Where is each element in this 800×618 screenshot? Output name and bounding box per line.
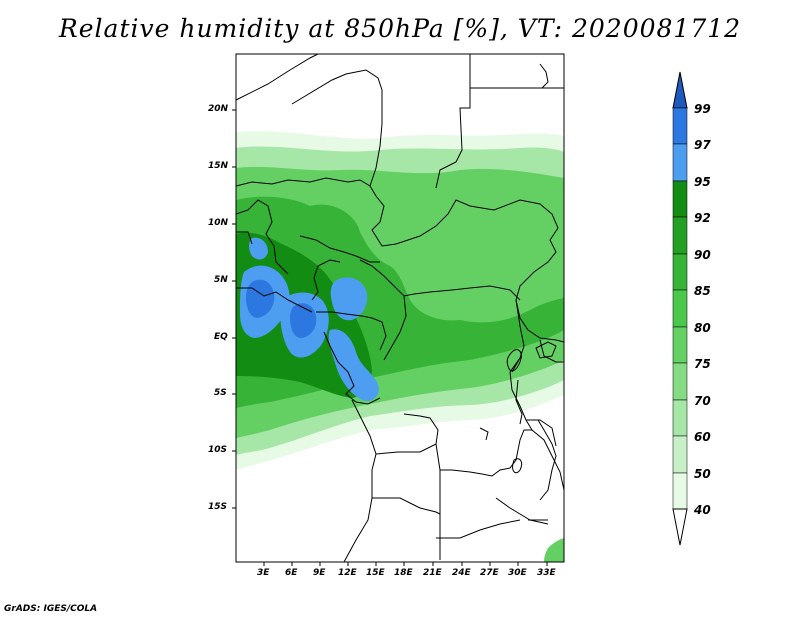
colorbar-label-90: 90	[694, 248, 711, 262]
colorbar-label-85: 85	[694, 284, 711, 298]
lon-label-6e: 6E	[285, 568, 298, 578]
colorbar-box-92-95	[672, 180, 688, 218]
colorbar-label-40: 40	[694, 503, 711, 517]
lat-label-5s: 5S	[214, 388, 227, 398]
lon-label-27e: 27E	[480, 568, 499, 578]
lat-label-5n: 5N	[214, 275, 228, 285]
colorbar-label-97: 97	[694, 138, 711, 152]
lat-label-10n: 10N	[208, 218, 229, 228]
lat-label-10s: 10S	[208, 445, 228, 455]
lakes	[479, 63, 557, 521]
colorbar-label-60: 60	[694, 430, 711, 444]
lon-label-24e: 24E	[452, 568, 471, 578]
colorbar-box-95-97	[672, 143, 688, 182]
humidity-field	[236, 131, 564, 562]
lon-label-21e: 21E	[423, 568, 442, 578]
colorbar-box-70-75	[672, 362, 688, 401]
lat-label-eq: EQ	[214, 332, 228, 342]
lon-label-12e: 12E	[338, 568, 357, 578]
country-borders	[235, 53, 565, 563]
map-title: Relative humidity at 850hPa [%], VT: 202…	[58, 14, 742, 43]
colorbar-box-90-92	[672, 216, 688, 255]
lat-label-15s: 15S	[208, 502, 228, 512]
colorbar-label-50: 50	[694, 467, 711, 481]
lon-label-3e: 3E	[257, 568, 270, 578]
colorbar-label-99: 99	[694, 102, 711, 116]
rh-band-small-se	[544, 538, 564, 562]
colorbar-box-40-50	[672, 472, 688, 510]
colorbar-label-80: 80	[694, 321, 711, 335]
axis-ticks	[232, 109, 548, 566]
colorbar-box-60-70	[672, 399, 688, 437]
colorbar-label-95: 95	[694, 175, 711, 189]
colorbar-label-70: 70	[694, 394, 711, 408]
colorbar-box-50-60	[672, 435, 688, 474]
lon-label-9e: 9E	[313, 568, 326, 578]
colorbar-box-80-85	[672, 289, 688, 328]
lat-label-20n: 20N	[208, 104, 229, 114]
colorbar	[672, 71, 688, 546]
grads-credit: GrADS: IGES/COLA	[4, 604, 98, 614]
colorbar-top-triangle	[672, 71, 688, 109]
map-frame	[235, 53, 565, 563]
rh-band-97	[246, 279, 317, 338]
colorbar-label-75: 75	[694, 357, 711, 371]
colorbar-label-92: 92	[694, 211, 711, 225]
lon-label-33e: 33E	[537, 568, 556, 578]
lat-label-15n: 15N	[208, 161, 229, 171]
colorbar-bottom-triangle	[672, 508, 688, 546]
colorbar-box-97-99	[672, 107, 688, 145]
colorbar-box-85-90	[672, 253, 688, 291]
colorbar-box-75-80	[672, 326, 688, 364]
lon-label-15e: 15E	[366, 568, 385, 578]
lon-label-18e: 18E	[394, 568, 413, 578]
lon-label-30e: 30E	[508, 568, 527, 578]
